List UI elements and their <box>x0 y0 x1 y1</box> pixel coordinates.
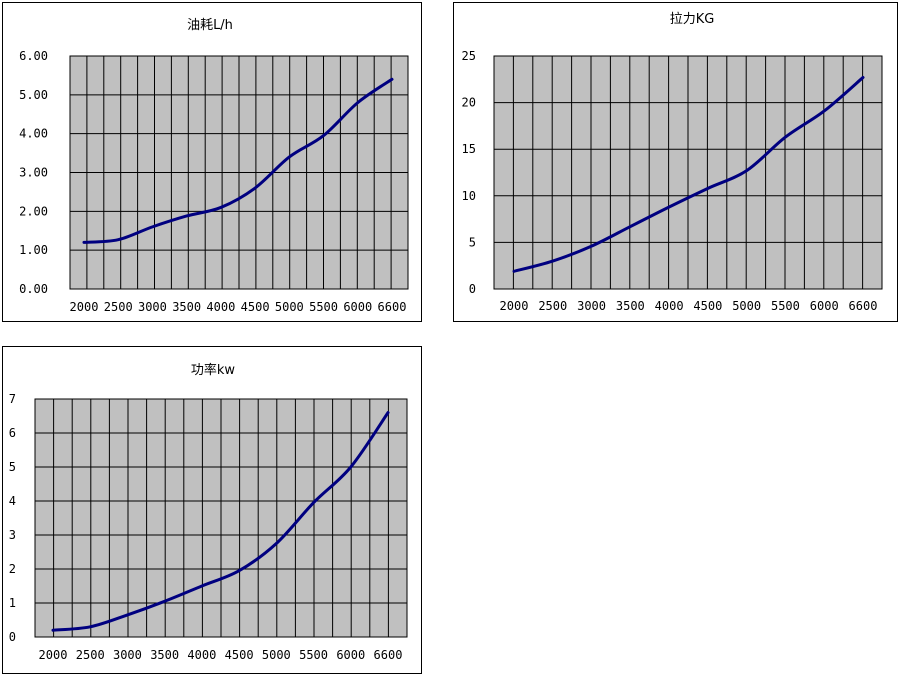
power-chart: 功率kw 7 6 5 4 3 2 1 0 2000 2500 3000 3500 4000 4500 50… <box>2 346 422 674</box>
x-tick-label: 6000 <box>810 299 839 313</box>
power-chart-svg: 功率kw 7 6 5 4 3 2 1 0 2000 2500 3000 3500 4000 4500 50… <box>9 362 408 662</box>
x-tick-label: 3500 <box>150 648 179 662</box>
x-tick-label: 2000 <box>39 648 68 662</box>
pulling-force-chart: 拉力KG 25 20 15 10 5 0 2000 2500 3000 3500 4000 4500… <box>453 2 898 322</box>
x-tick-label: 2000 <box>500 299 529 313</box>
x-tick-label: 2000 <box>70 300 99 314</box>
grid-lines <box>70 55 408 290</box>
y-tick-label: 3 <box>9 528 16 542</box>
x-tick-label: 3500 <box>616 299 645 313</box>
x-tick-label: 2500 <box>104 300 133 314</box>
x-tick-label: 5500 <box>309 300 338 314</box>
pulling-force-chart-svg: 拉力KG 25 20 15 10 5 0 2000 2500 3000 3500 4000 4500… <box>462 12 883 313</box>
y-tick-label: 25 <box>462 49 476 63</box>
y-tick-label: 2 <box>9 562 16 576</box>
data-line <box>82 77 394 244</box>
y-tick-label: 0 <box>9 630 16 644</box>
x-tick-label: 3000 <box>113 648 142 662</box>
y-tick-label: 4 <box>9 494 16 508</box>
chart-title: 拉力KG <box>670 12 715 27</box>
y-tick-label: 5.00 <box>19 88 48 102</box>
grid-lines <box>35 398 407 638</box>
x-tick-label: 2500 <box>538 299 567 313</box>
fuel-consumption-chart: 油耗L/h 6.00 5.00 4.00 3.00 2.00 1.00 0.00 2000 2… <box>2 2 422 322</box>
x-tick-labels: 2000 2500 3000 3500 4000 4500 5000 5500 6000 6600 <box>39 648 403 662</box>
x-tick-label: 5000 <box>275 300 304 314</box>
x-tick-label: 4500 <box>225 648 254 662</box>
x-tick-label: 4500 <box>241 300 270 314</box>
y-tick-label: 2.00 <box>19 204 48 218</box>
chart-title: 油耗L/h <box>187 18 233 33</box>
y-tick-label: 5 <box>469 235 476 249</box>
x-tick-labels: 2000 2500 3000 3500 4000 4500 5000 5500 6000 6600 <box>70 300 407 314</box>
x-tick-label: 4000 <box>206 300 235 314</box>
y-tick-label: 6 <box>9 426 16 440</box>
y-tick-label: 3.00 <box>19 166 48 180</box>
chart-title: 功率kw <box>191 362 236 378</box>
y-tick-label: 5 <box>9 460 16 474</box>
y-tick-label: 1.00 <box>19 243 48 257</box>
x-tick-label: 5500 <box>299 648 328 662</box>
x-tick-label: 6600 <box>378 300 407 314</box>
y-tick-labels: 7 6 5 4 3 2 1 0 <box>9 392 16 644</box>
x-tick-label: 5500 <box>771 299 800 313</box>
x-tick-label: 3000 <box>138 300 167 314</box>
y-tick-label: 15 <box>462 142 476 156</box>
x-tick-labels: 2000 2500 3000 3500 4000 4500 5000 5500 6000 6600 <box>500 299 878 313</box>
x-tick-label: 6000 <box>343 300 372 314</box>
x-tick-label: 4000 <box>187 648 216 662</box>
x-tick-label: 6600 <box>849 299 878 313</box>
x-tick-label: 5000 <box>262 648 291 662</box>
y-tick-label: 7 <box>9 392 16 406</box>
data-line <box>51 411 390 632</box>
x-tick-label: 3000 <box>577 299 606 313</box>
x-tick-label: 3500 <box>172 300 201 314</box>
y-tick-label: 4.00 <box>19 127 48 141</box>
y-tick-label: 0 <box>469 282 476 296</box>
x-tick-label: 6000 <box>336 648 365 662</box>
y-tick-label: 6.00 <box>19 49 48 63</box>
x-tick-label: 4500 <box>693 299 722 313</box>
x-tick-label: 6600 <box>374 648 403 662</box>
y-tick-label: 0.00 <box>19 282 48 296</box>
grid-lines <box>494 55 882 290</box>
y-tick-label: 1 <box>9 596 16 610</box>
y-tick-labels: 6.00 5.00 4.00 3.00 2.00 1.00 0.00 <box>19 49 48 296</box>
x-tick-label: 2500 <box>76 648 105 662</box>
x-tick-label: 4000 <box>655 299 684 313</box>
data-line <box>512 75 865 273</box>
x-tick-label: 5000 <box>732 299 761 313</box>
y-tick-label: 20 <box>462 96 476 110</box>
y-tick-labels: 25 20 15 10 5 0 <box>462 49 476 296</box>
fuel-consumption-chart-svg: 油耗L/h 6.005.004.003.002.001.000.00 2000 2… <box>19 18 409 314</box>
y-tick-label: 10 <box>462 189 476 203</box>
